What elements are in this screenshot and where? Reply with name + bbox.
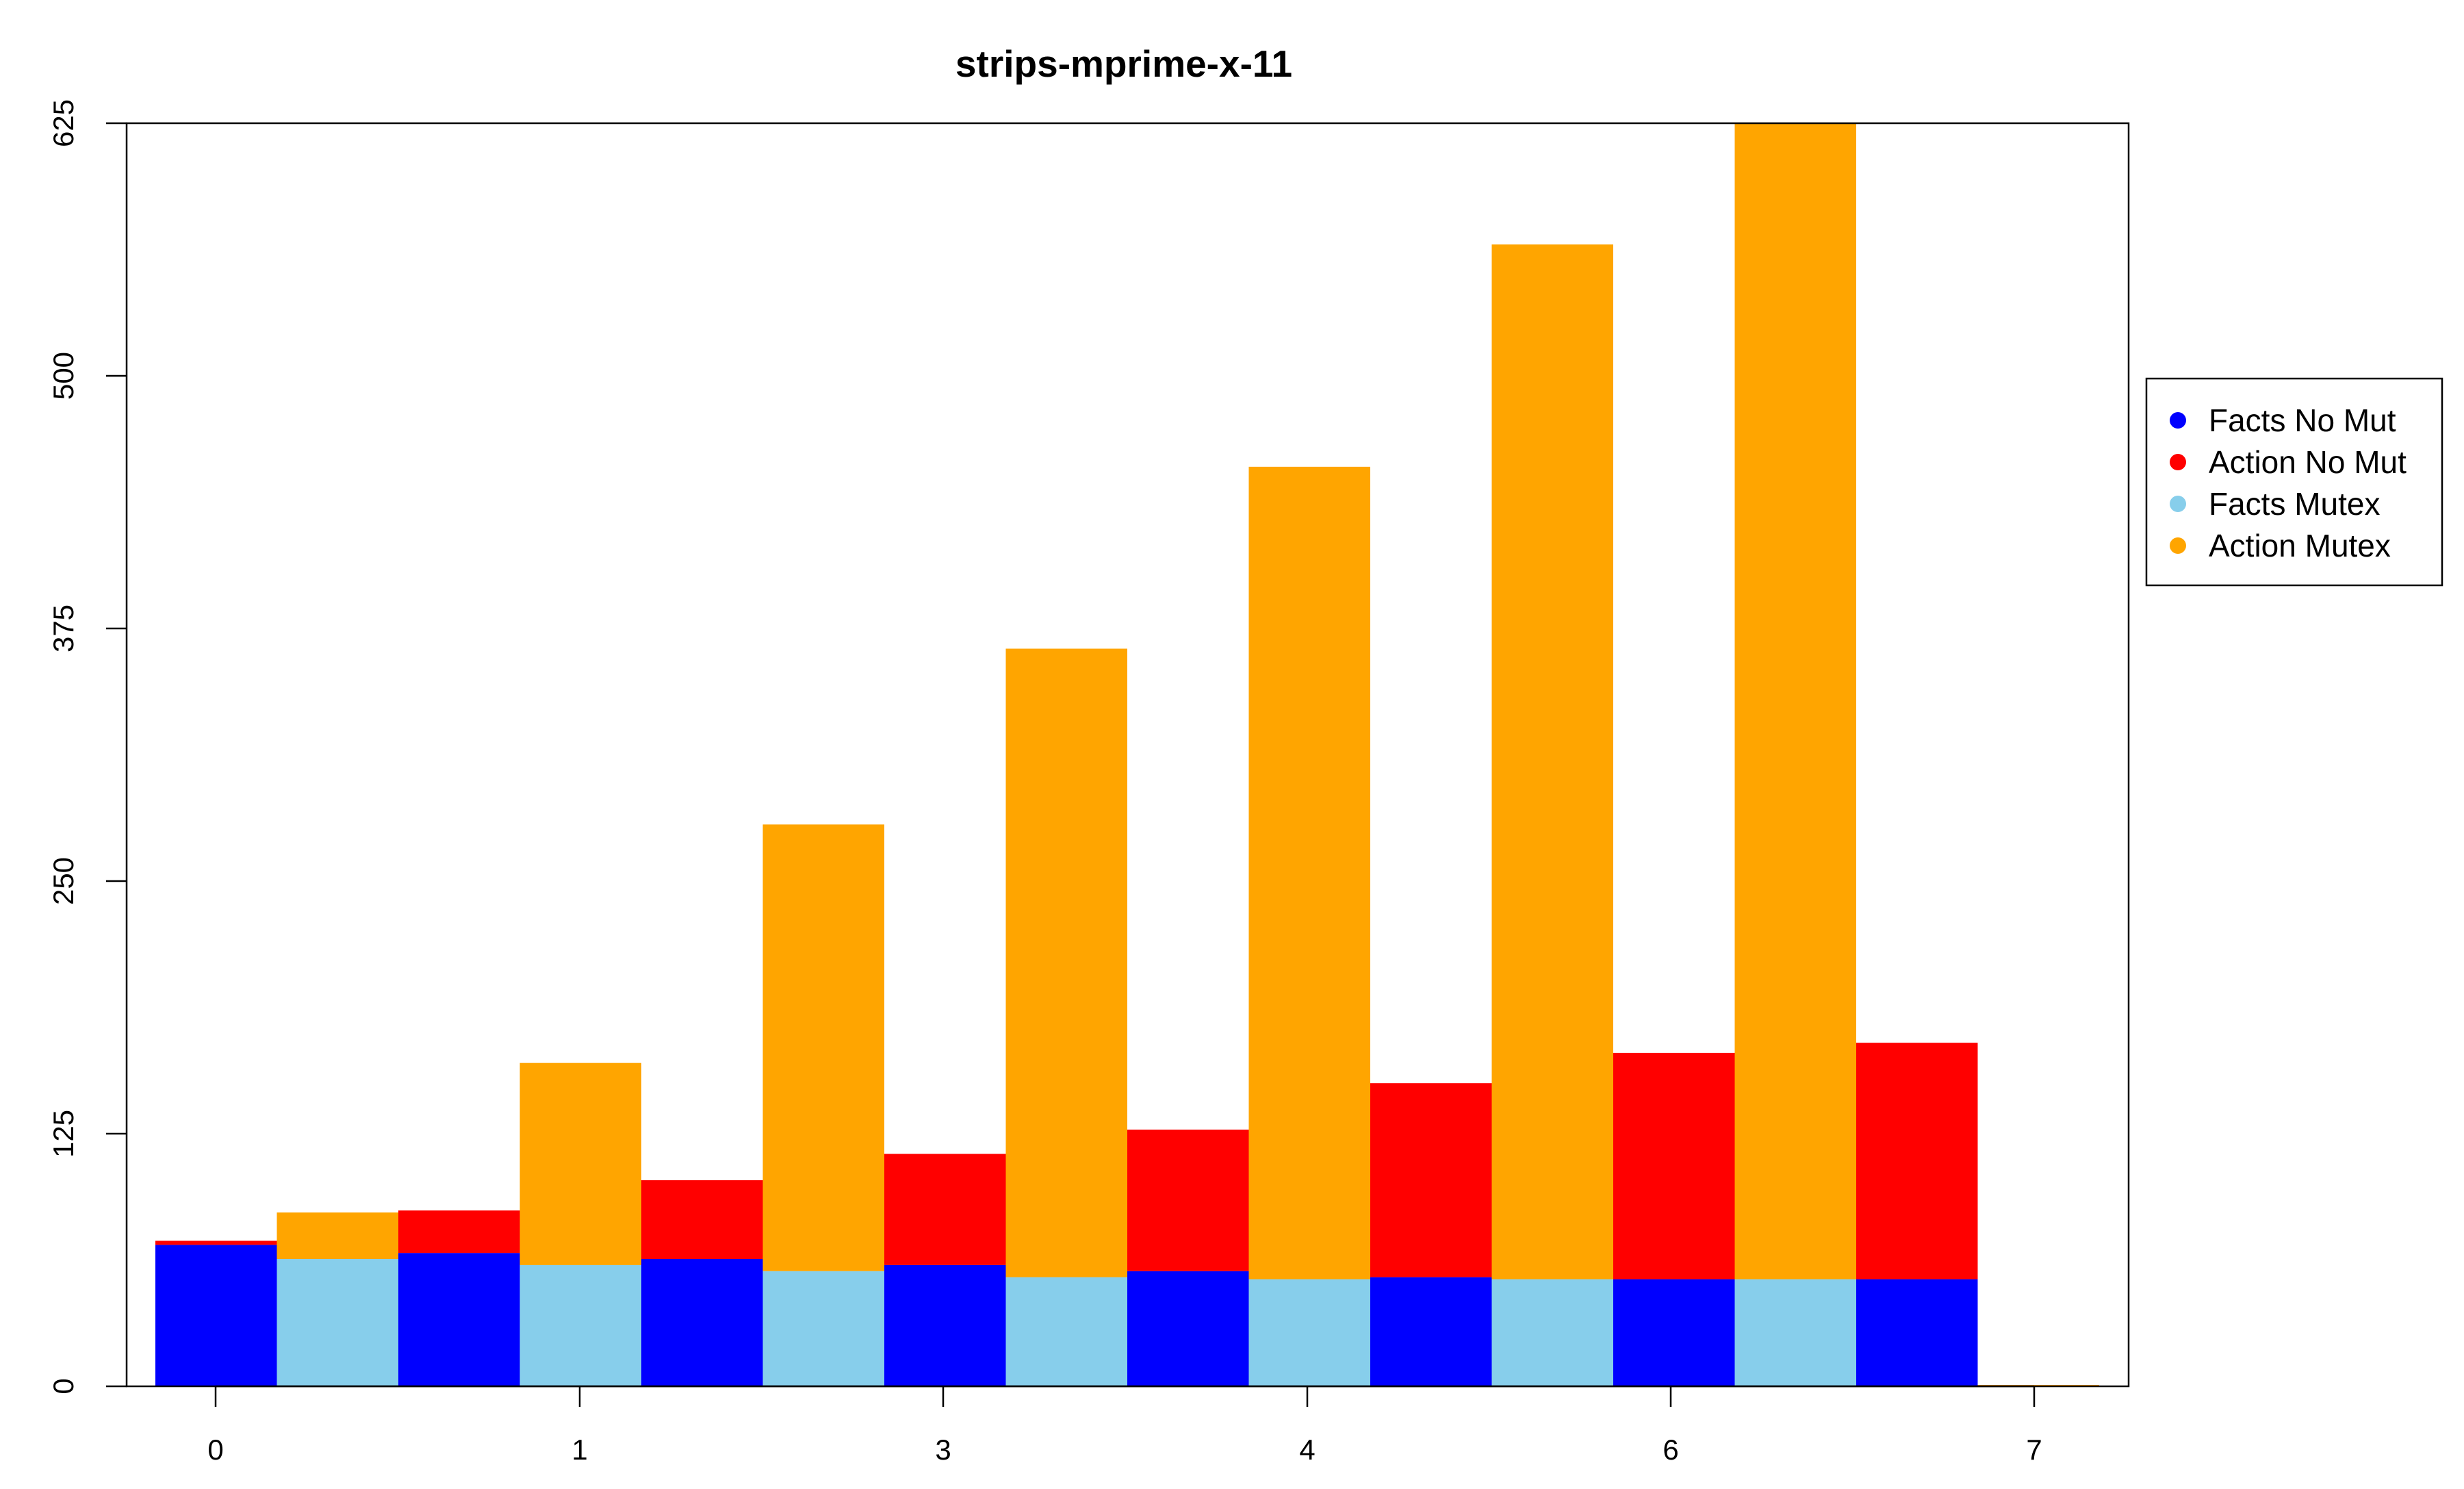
y-tick-label-5: 500 xyxy=(47,352,79,400)
x-tick-label-1: 0 xyxy=(207,1434,223,1466)
bar-8-facts-mutex xyxy=(1005,1277,1127,1386)
bar-2-facts-mutex xyxy=(277,1259,398,1386)
bar-5-action-no-mut xyxy=(641,1180,763,1260)
bar-1-facts-no-mut xyxy=(155,1245,277,1386)
x-axis: 0 1 3 4 6 7 xyxy=(207,1385,2042,1466)
legend-label-facts-mutex: Facts Mutex xyxy=(2209,486,2380,522)
legend-label-facts-no-mut: Facts No Mut xyxy=(2209,403,2396,438)
y-tick-label-3: 250 xyxy=(47,857,79,905)
legend-swatch-facts-no-mut xyxy=(2170,412,2186,429)
y-tick-label-2: 125 xyxy=(47,1110,79,1158)
bar-13-action-no-mut xyxy=(1613,1052,1735,1280)
bar-10-action-mutex xyxy=(1248,466,1370,1280)
legend-swatch-action-no-mut xyxy=(2170,454,2186,470)
legend-box xyxy=(2145,377,2443,587)
bar-14-action-mutex xyxy=(1734,123,1856,1280)
legend-label-action-no-mut: Action No Mut xyxy=(2209,444,2407,480)
legend: Facts No Mut Action No Mut Facts Mutex Acti… xyxy=(2145,377,2443,587)
x-tick-label-3: 3 xyxy=(935,1434,951,1466)
bar-2-action-mutex xyxy=(277,1212,398,1260)
bar-1-action-no-mut xyxy=(155,1240,277,1245)
bar-6-facts-mutex xyxy=(762,1271,884,1386)
bar-7-action-no-mut xyxy=(884,1154,1006,1265)
y-tick-label-6: 625 xyxy=(47,99,79,147)
bar-3-facts-no-mut xyxy=(398,1253,520,1386)
legend-label-action-mutex: Action Mutex xyxy=(2209,528,2391,563)
x-tick-label-5: 6 xyxy=(1663,1434,1678,1466)
bar-10-facts-mutex xyxy=(1248,1279,1370,1386)
x-tick-label-6: 7 xyxy=(2026,1434,2042,1466)
y-tick-label-1: 0 xyxy=(47,1378,79,1394)
bar-8-action-mutex xyxy=(1005,648,1127,1277)
bar-11-facts-no-mut xyxy=(1370,1277,1492,1386)
bar-6-action-mutex xyxy=(762,824,884,1271)
bar-3-action-no-mut xyxy=(398,1210,520,1253)
bar-12-action-mutex xyxy=(1491,244,1613,1280)
y-axis: 0 125 250 375 500 625 xyxy=(47,99,127,1395)
x-tick-label-2: 1 xyxy=(572,1434,587,1466)
bar-4-action-mutex xyxy=(519,1062,641,1265)
bar-5-facts-no-mut xyxy=(641,1259,763,1386)
bar-15-facts-no-mut xyxy=(1856,1279,1978,1386)
bars-layer xyxy=(155,123,2099,1386)
legend-swatch-facts-mutex xyxy=(2170,496,2186,512)
bar-15-action-no-mut xyxy=(1856,1043,1978,1280)
bar-13-facts-no-mut xyxy=(1613,1279,1735,1386)
legend-swatch-action-mutex xyxy=(2170,537,2186,554)
bar-12-facts-mutex xyxy=(1491,1279,1613,1386)
bar-9-facts-no-mut xyxy=(1127,1271,1249,1386)
y-tick-label-4: 375 xyxy=(47,604,79,652)
x-tick-label-4: 4 xyxy=(1299,1434,1315,1466)
chart-title: strips-mprime-x-11 xyxy=(955,42,1292,85)
bar-9-action-no-mut xyxy=(1127,1130,1249,1271)
bar-11-action-no-mut xyxy=(1370,1083,1492,1277)
bar-14-facts-mutex xyxy=(1734,1279,1856,1386)
bar-7-facts-no-mut xyxy=(884,1264,1006,1386)
bar-4-facts-mutex xyxy=(519,1264,641,1386)
